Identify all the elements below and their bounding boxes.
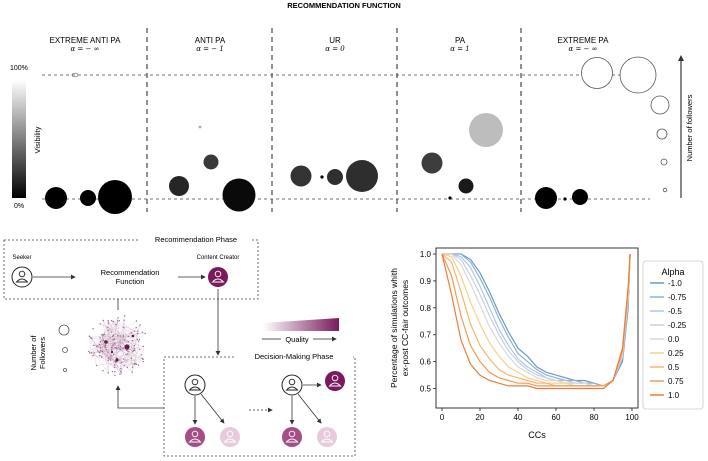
followers-mini-label-1: Number of [29, 335, 38, 371]
chart-xlabel: CCs [528, 430, 546, 440]
legend-title: Alpha [661, 267, 684, 277]
series-line-1.0 [441, 253, 631, 390]
decision-seeker-icon-2 [281, 374, 303, 396]
legend-label: 1.0 [668, 391, 680, 400]
visibility-axis-label: Visibility [33, 126, 42, 153]
visibility-min-label: 0% [14, 203, 24, 210]
decision-seeker-icon-1 [184, 374, 206, 396]
decision-phase-box [163, 356, 356, 457]
section-alpha: α = 1 [450, 45, 470, 53]
content-creator-label: Content Creator [197, 255, 240, 261]
section-label: UR [329, 36, 341, 45]
x-tick-label: 20 [476, 413, 485, 422]
visibility-levels [42, 74, 650, 200]
recommendation-phase-box [3, 239, 259, 300]
section-label: PA [455, 36, 466, 45]
x-tick-label: 60 [552, 413, 561, 422]
quality-label: Quality [285, 335, 309, 344]
top-title: RECOMMENDATION FUNCTION [287, 1, 401, 10]
y-tick-label: 0.6 [420, 358, 432, 367]
creator-icon-low-2 [317, 427, 337, 447]
y-tick-label: 0.5 [420, 385, 432, 394]
seeker-user-icon [11, 266, 33, 288]
section-separators [146, 28, 522, 212]
rec-function-label-1: Recommendation [101, 268, 160, 277]
followers-mini-legend [58, 324, 70, 372]
recommendation-phase-title: Recommendation Phase [155, 235, 237, 244]
y-tick-label: 0.9 [420, 277, 432, 286]
legend-label: 0.0 [668, 335, 680, 344]
section-label: EXTREME ANTI PA [50, 36, 122, 45]
chart-ylabel-1: Percentage of simulations whith [389, 268, 399, 388]
visibility-max-label: 100% [10, 65, 28, 72]
arrow-feedback-loop [115, 385, 164, 409]
legend-label: -0.25 [668, 321, 687, 330]
legend-label: 0.75 [668, 377, 684, 386]
followers-mini-label-2: Followers [38, 337, 47, 369]
seeker-label: Seeker [12, 255, 31, 261]
chart-legend [642, 260, 704, 410]
bubbles-pa [421, 113, 503, 200]
creator-icon-low [220, 427, 240, 447]
section-alpha: α = 0 [325, 45, 345, 53]
section-alpha: α = − ∞ [71, 45, 100, 53]
content-creator-icon [208, 267, 228, 287]
section-headers: EXTREME ANTI PA α = − ∞ ANTI PA α = − 1 … [50, 36, 610, 53]
legend-label: 0.25 [668, 349, 684, 358]
x-tick-label: 100 [625, 413, 639, 422]
y-tick-label: 1.0 [420, 250, 432, 259]
y-tick-label: 0.8 [420, 304, 432, 313]
x-tick-label: 0 [440, 413, 445, 422]
network-graph [88, 315, 147, 377]
series-line-0.75 [441, 253, 631, 387]
quality-gradient [263, 318, 339, 331]
creator-icon-high [185, 427, 205, 447]
rec-function-label-2: Function [116, 277, 145, 286]
bubbles-extreme-anti-pa [45, 72, 132, 214]
creator-icon-new [325, 371, 345, 391]
y-tick-label: 0.7 [420, 331, 432, 340]
legend-label: 0.5 [668, 363, 680, 372]
followers-axis-label: Number of followers [685, 94, 694, 161]
section-alpha: α = − ∞ [569, 45, 598, 53]
bubbles-anti-pa [169, 125, 256, 212]
creator-icon-high-2 [282, 427, 302, 447]
legend-label: -0.5 [668, 307, 682, 316]
visibility-colorbar [12, 80, 26, 198]
series-line--1.0 [442, 253, 631, 387]
bubbles-extreme-pa [535, 56, 657, 209]
chart-ylabel-2: ex-post CC-fair outcomes [400, 280, 410, 376]
followers-size-legend [650, 95, 670, 193]
plot-frame [435, 247, 639, 409]
legend-label: -1.0 [668, 279, 682, 288]
line-chart: 0 20 40 60 80 100 0.5 0.6 0.7 0.8 0.9 1.0 Percentag… [389, 247, 704, 440]
section-label: ANTI PA [195, 36, 226, 45]
section-label: EXTREME PA [558, 36, 610, 45]
bubbles-ur [290, 160, 378, 192]
section-alpha: α = − 1 [196, 45, 224, 53]
x-tick-label: 40 [514, 413, 523, 422]
decision-phase-title: Decision-Making Phase [255, 352, 334, 361]
x-tick-label: 80 [590, 413, 599, 422]
legend-label: -0.75 [668, 293, 687, 302]
